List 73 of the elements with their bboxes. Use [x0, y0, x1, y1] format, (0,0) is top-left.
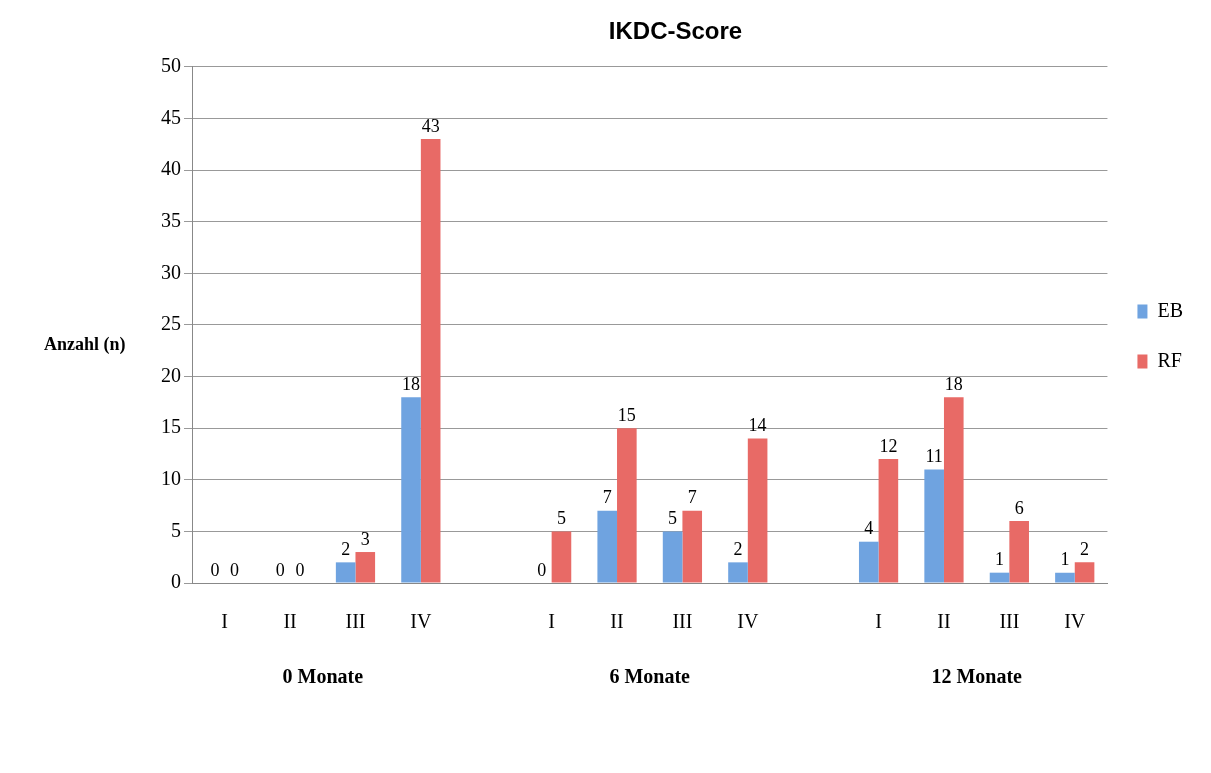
x-tick-label: III — [345, 610, 366, 633]
data-label: 43 — [421, 115, 440, 136]
bar — [858, 541, 879, 583]
y-tick-label: 0 — [171, 570, 181, 593]
data-label: 1 — [995, 549, 1005, 570]
bar — [747, 438, 768, 583]
x-tick-label: I — [875, 610, 882, 633]
y-tick-label: 25 — [161, 312, 181, 335]
y-tick-label: 10 — [161, 467, 181, 490]
bar — [335, 562, 356, 583]
chart-title: IKDC-Score — [608, 17, 743, 45]
y-tick-label: 15 — [161, 415, 181, 438]
bar — [1074, 562, 1095, 583]
data-label: 4 — [864, 518, 874, 539]
y-axis-title: Anzahl (n) — [44, 333, 126, 355]
x-tick-label: IV — [737, 610, 759, 633]
data-label: 0 — [230, 559, 239, 580]
bar — [662, 531, 683, 583]
bar — [551, 531, 572, 583]
data-label: 7 — [602, 487, 612, 508]
data-label: 18 — [402, 373, 421, 394]
x-tick-label: II — [937, 610, 951, 633]
bar — [989, 572, 1010, 583]
data-label: 0 — [210, 559, 220, 580]
data-label: 0 — [537, 559, 547, 580]
x-tick-label: IV — [1064, 610, 1086, 633]
bar — [878, 459, 899, 583]
data-label: 3 — [360, 528, 370, 549]
bar — [682, 510, 703, 583]
data-label: 18 — [944, 373, 963, 394]
data-label: 12 — [879, 435, 898, 456]
bar — [943, 397, 964, 583]
x-tick-label: III — [672, 610, 693, 633]
bar — [1009, 521, 1029, 583]
data-label: 2 — [733, 539, 743, 560]
x-tick-label: II — [610, 610, 624, 633]
data-label: 7 — [687, 487, 697, 508]
text: 0 Monate — [282, 665, 364, 688]
text: 6 Monate — [609, 665, 691, 688]
data-label: 2 — [341, 539, 351, 560]
y-tick-label: 40 — [161, 157, 181, 180]
bar — [355, 552, 376, 583]
bar — [597, 510, 618, 583]
x-tick-label: I — [548, 610, 555, 633]
data-label: 15 — [617, 404, 636, 425]
y-tick-label: 5 — [171, 518, 181, 541]
legend-label: EB — [1157, 298, 1184, 321]
y-tick-label: 30 — [161, 260, 181, 283]
data-label: 5 — [668, 508, 678, 529]
data-label: 5 — [556, 508, 566, 529]
bar — [617, 428, 637, 583]
legend-label: RF — [1157, 348, 1182, 371]
bar — [728, 562, 748, 583]
x-tick-label: II — [283, 610, 297, 633]
y-tick-label: 35 — [161, 208, 181, 231]
data-label: 0 — [295, 559, 305, 580]
bar — [924, 469, 944, 583]
y-tick-label: 50 — [161, 54, 181, 77]
data-label: 14 — [748, 415, 767, 436]
x-tick-label: IV — [410, 610, 432, 633]
x-tick-label: III — [999, 610, 1020, 633]
y-tick-label: 45 — [161, 105, 181, 128]
bar — [1055, 572, 1075, 583]
data-label: 1 — [1060, 549, 1070, 570]
y-tick-label: 20 — [161, 363, 181, 386]
text: 12 Monate — [931, 665, 1023, 688]
bar — [420, 139, 441, 583]
data-label: 0 — [275, 559, 285, 580]
bar — [401, 397, 421, 583]
data-label: 6 — [1014, 497, 1024, 518]
data-label: 11 — [925, 446, 943, 467]
data-label: 2 — [1080, 539, 1090, 560]
x-tick-label: I — [221, 610, 229, 633]
